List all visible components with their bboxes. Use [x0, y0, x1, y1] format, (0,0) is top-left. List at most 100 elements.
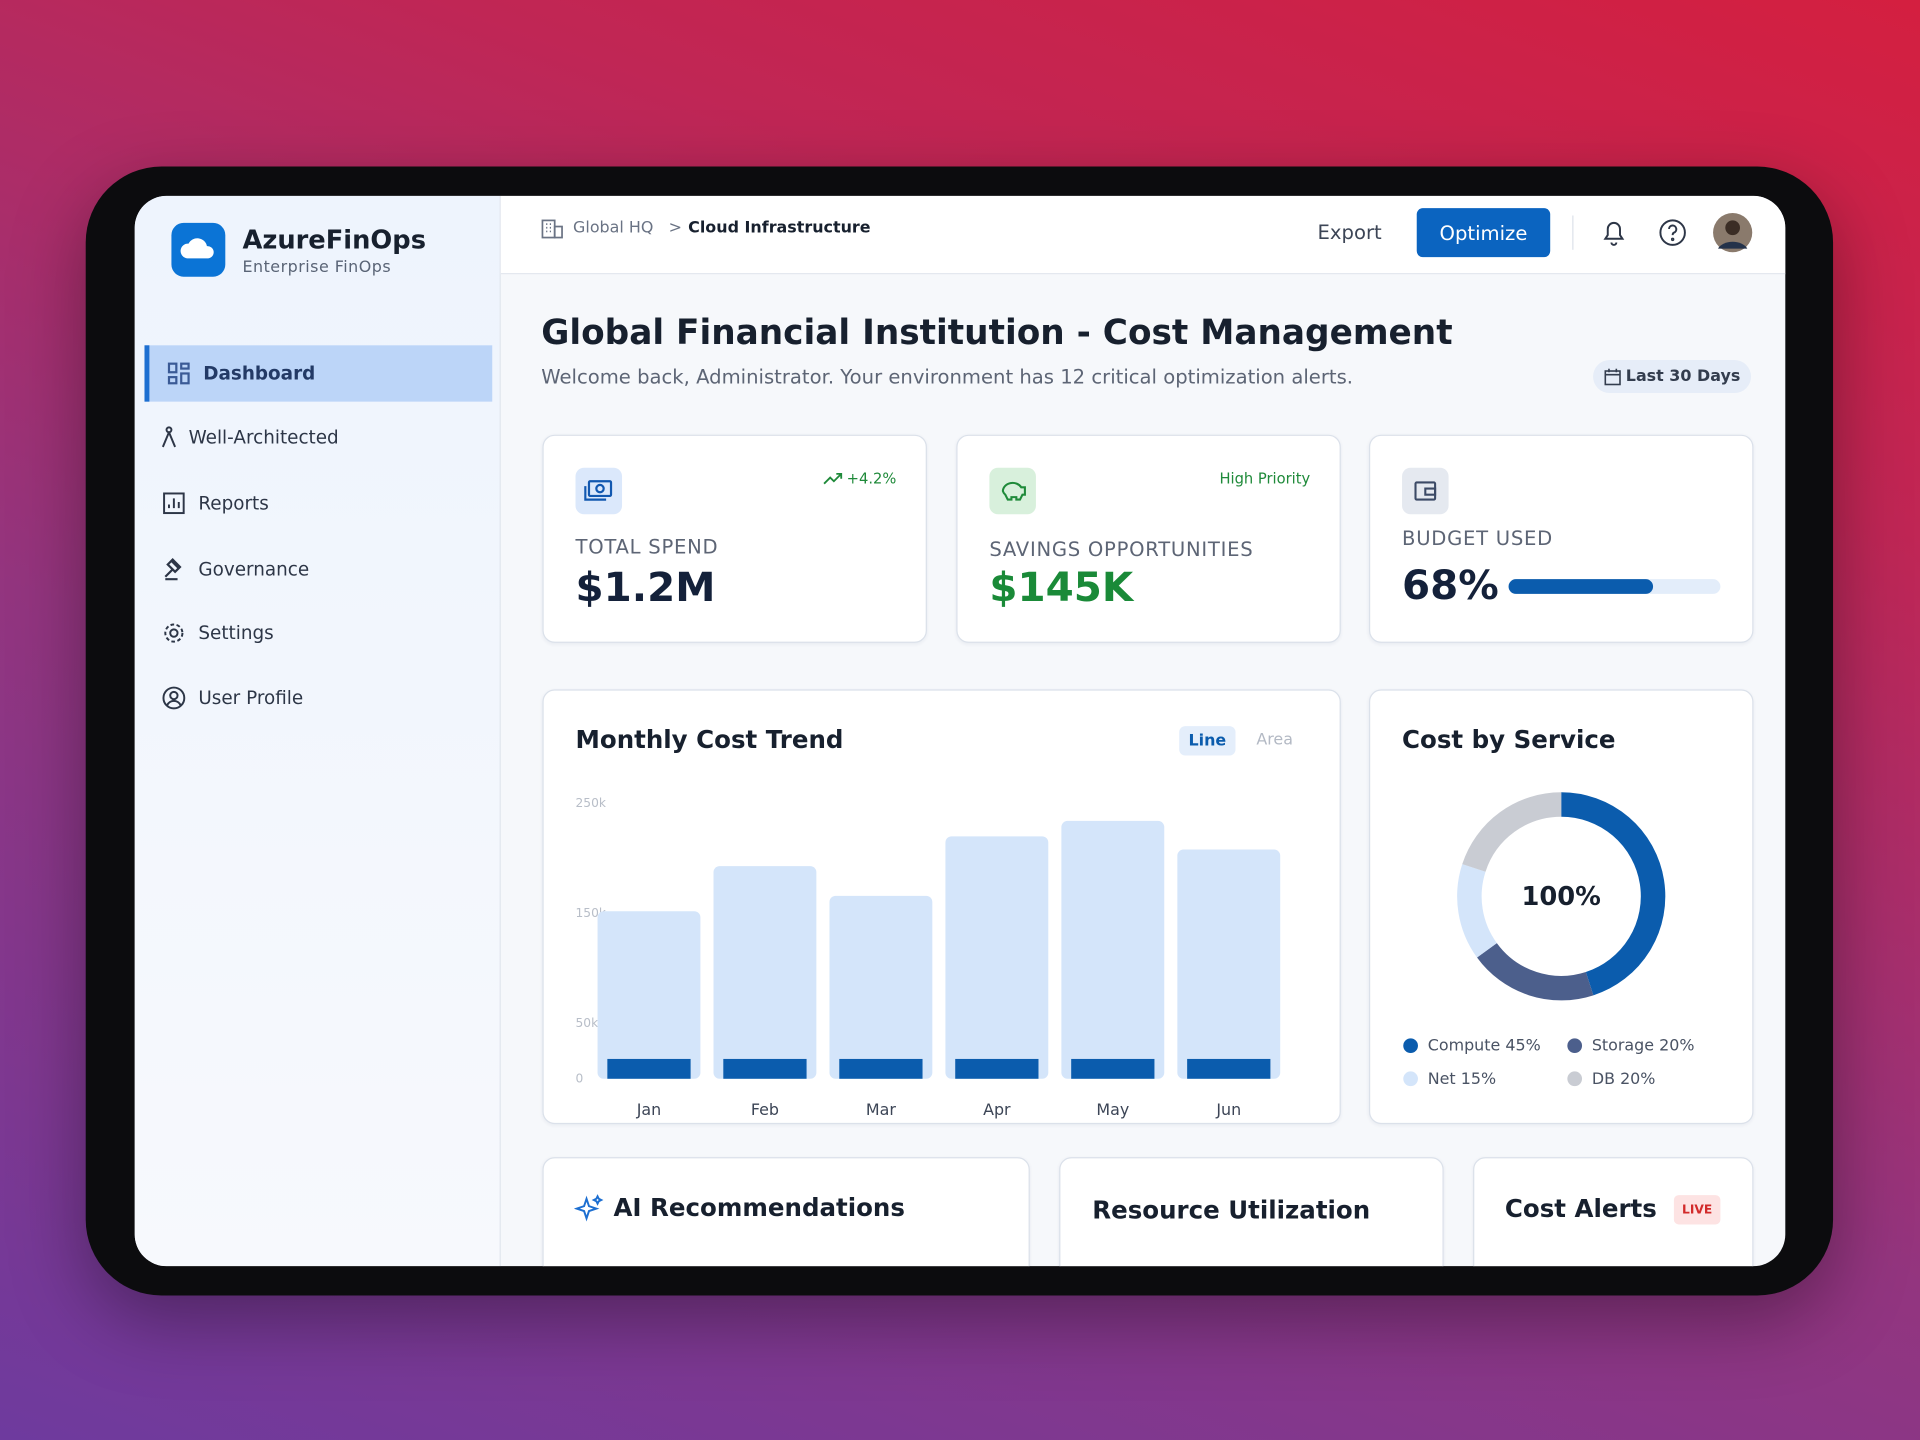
- nav-item[interactable]: Well-Architected: [144, 409, 487, 465]
- notification-button[interactable]: [1600, 218, 1627, 247]
- panel-card: Resource Utilization: [1059, 1157, 1444, 1267]
- kpi-card: +4.2% TOTAL SPEND $1.2M: [542, 434, 927, 643]
- y-tick-label: 0: [576, 1071, 584, 1085]
- kpi-trend: +4.2%: [823, 470, 896, 487]
- bar: [839, 1058, 923, 1079]
- chart-card: Monthly Cost Trend Line Area 0 50k 150k 250…: [542, 689, 1341, 1125]
- avatar[interactable]: [1712, 212, 1754, 254]
- live-badge: LIVE: [1673, 1195, 1721, 1225]
- screen: AzureFinOps Enterprise FinOps Dashboard …: [134, 195, 1786, 1267]
- help-button[interactable]: [1658, 218, 1687, 247]
- chart-title: Monthly Cost Trend: [575, 724, 844, 755]
- breadcrumb-separator: >: [668, 219, 682, 238]
- page-subtitle: Welcome back, Administrator. Your enviro…: [541, 364, 1354, 389]
- progress-bar: [1508, 579, 1653, 594]
- logo: [171, 222, 226, 277]
- bar: [713, 866, 817, 1079]
- nav-icon: [164, 558, 182, 581]
- progress-track: [1508, 579, 1721, 594]
- nav-label: Settings: [198, 622, 274, 645]
- kpi-card: High Priority SAVINGS OPPORTUNITIES $145…: [956, 434, 1341, 643]
- nav-label: Dashboard: [203, 362, 316, 385]
- brand-subtitle: Enterprise FinOps: [242, 258, 392, 277]
- donut-segment: [1462, 792, 1562, 873]
- legend-label: Compute 45%: [1428, 1035, 1541, 1054]
- nav-item[interactable]: Governance: [144, 541, 487, 597]
- kpi-icon: [989, 467, 1036, 515]
- toggle-option[interactable]: Line: [1179, 726, 1236, 756]
- kpi-value: $145K: [989, 563, 1134, 612]
- sidebar: AzureFinOps Enterprise FinOps Dashboard …: [134, 195, 501, 1267]
- brand: AzureFinOps: [242, 225, 427, 255]
- nav-item[interactable]: Reports: [144, 475, 487, 531]
- building-icon: [541, 219, 563, 239]
- x-tick-label: Apr: [983, 1100, 1011, 1119]
- calendar-icon: [1604, 367, 1621, 385]
- legend-value: 45%: [1505, 1035, 1540, 1054]
- bar: [829, 895, 933, 1079]
- donut-center-label: 100%: [1522, 882, 1601, 912]
- kpi-label: SAVINGS OPPORTUNITIES: [989, 537, 1254, 561]
- legend-name: Compute: [1428, 1035, 1501, 1054]
- bar: [945, 836, 1049, 1079]
- kpi-label: BUDGET USED: [1402, 526, 1553, 550]
- nav-icon: [163, 492, 185, 515]
- legend-swatch: [1403, 1038, 1418, 1054]
- legend-label: Net 15%: [1428, 1068, 1496, 1087]
- optimize-button[interactable]: Optimize: [1416, 208, 1551, 258]
- bar: [607, 1058, 691, 1079]
- kpi-card: BUDGET USED 68%: [1368, 434, 1754, 643]
- kpi-value: $1.2M: [575, 563, 716, 612]
- logo-icon: [180, 238, 214, 259]
- bar: [1187, 1058, 1271, 1079]
- nav-label: Well-Architected: [188, 426, 339, 449]
- date-range-button[interactable]: Last 30 Days: [1593, 360, 1752, 394]
- chart-title: Cost by Service: [1402, 724, 1616, 755]
- kpi-icon: [1402, 467, 1449, 515]
- nav-item[interactable]: User Profile: [144, 670, 487, 726]
- legend-name: Net: [1428, 1068, 1456, 1087]
- legend-value: 20%: [1659, 1035, 1694, 1054]
- panel-card: AI Recommendations: [542, 1157, 1030, 1267]
- nav-icon: [162, 686, 186, 710]
- panel-card: Cost Alerts LIVE: [1473, 1157, 1754, 1267]
- breadcrumb-item[interactable]: Cloud Infrastructure: [688, 219, 871, 238]
- y-tick-label: 50k: [576, 1016, 600, 1030]
- legend-swatch: [1567, 1038, 1583, 1054]
- toggle-option[interactable]: Area: [1256, 731, 1293, 750]
- panel-title: Resource Utilization: [1092, 1195, 1371, 1225]
- donut-segment: [1477, 942, 1594, 1001]
- x-tick-label: Jan: [636, 1100, 662, 1119]
- donut-chart: 100% Compute 45% Storage 20% Net 15% DB 20%: [1403, 792, 1695, 1087]
- nav-label: Reports: [198, 492, 269, 515]
- legend-label: DB 20%: [1592, 1068, 1656, 1087]
- page-title: Global Financial Institution - Cost Mana…: [541, 312, 1453, 353]
- kpi-value: 68%: [1402, 560, 1499, 609]
- legend-name: Storage: [1592, 1035, 1654, 1054]
- kpi-label: TOTAL SPEND: [575, 535, 719, 559]
- kpi-icon: [575, 467, 623, 515]
- kpi-badge: High Priority: [1219, 470, 1311, 488]
- nav-item[interactable]: Dashboard: [144, 345, 493, 402]
- nav-item[interactable]: Settings: [144, 605, 487, 661]
- x-tick-label: Mar: [866, 1100, 896, 1119]
- export-button[interactable]: Export: [1317, 220, 1382, 244]
- legend-label: Storage 20%: [1592, 1035, 1695, 1054]
- bar: [723, 1058, 807, 1079]
- divider: [1572, 215, 1574, 250]
- bar: [1061, 820, 1165, 1079]
- sparkle-icon: [574, 1194, 604, 1222]
- legend-swatch: [1567, 1071, 1583, 1087]
- breadcrumb-item[interactable]: Global HQ: [573, 219, 654, 238]
- legend-value: 20%: [1620, 1068, 1655, 1087]
- nav-icon: [161, 426, 177, 448]
- bar: [955, 1058, 1039, 1079]
- nav-icon: [164, 623, 184, 643]
- y-tick-label: 250k: [576, 796, 607, 810]
- panel-title: AI Recommendations: [613, 1192, 905, 1223]
- legend-swatch: [1403, 1071, 1418, 1087]
